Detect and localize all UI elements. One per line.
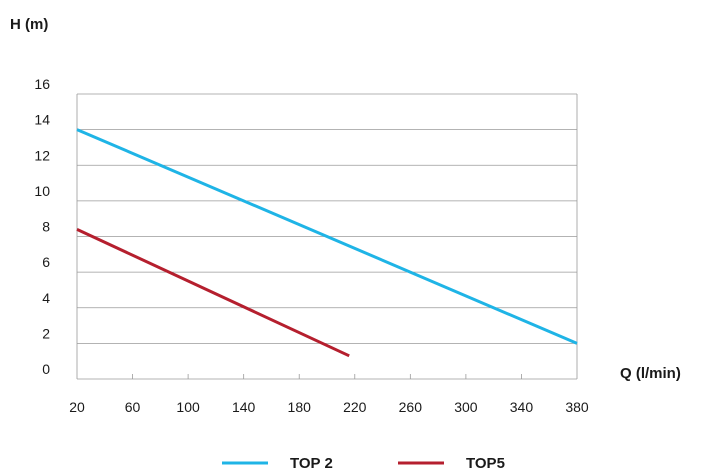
x-tick-label: 100 [176, 399, 200, 415]
legend-label: TOP5 [466, 455, 505, 472]
x-tick-label: 60 [125, 399, 141, 415]
gridlines [77, 93, 577, 344]
axes [76, 94, 578, 380]
x-tick-label: 220 [343, 399, 367, 415]
y-tick-label: 12 [34, 147, 50, 163]
y-tick-label: 0 [42, 361, 50, 377]
y-tick-label: 6 [42, 254, 50, 270]
series-line [76, 128, 578, 345]
x-tick-label: 300 [454, 399, 478, 415]
x-axis-title: Q (l/min) [620, 365, 681, 382]
x-tick-label: 380 [565, 399, 589, 415]
x-tick-label: 260 [399, 399, 423, 415]
y-tick-label: 16 [34, 76, 50, 92]
y-tick-label: 2 [42, 325, 50, 341]
y-axis-title: H (m) [10, 16, 48, 33]
x-tick-label: 180 [288, 399, 312, 415]
legend: TOP 2 TOP5 [222, 455, 505, 472]
series-line [76, 228, 350, 358]
y-tick-label: 14 [34, 112, 50, 128]
x-tick-label: 140 [232, 399, 256, 415]
legend-label: TOP 2 [290, 455, 333, 472]
y-tick-label: 10 [34, 183, 50, 199]
x-tick-label: 20 [69, 399, 85, 415]
y-tick-label: 8 [42, 219, 50, 235]
series-lines [76, 128, 578, 358]
x-tick-label: 340 [510, 399, 534, 415]
tick-labels: 20 60 100 140 180 220 260 300 340 380 0 2 4 6 8 10 12 14 1… [34, 76, 588, 415]
y-tick-label: 4 [42, 290, 50, 306]
